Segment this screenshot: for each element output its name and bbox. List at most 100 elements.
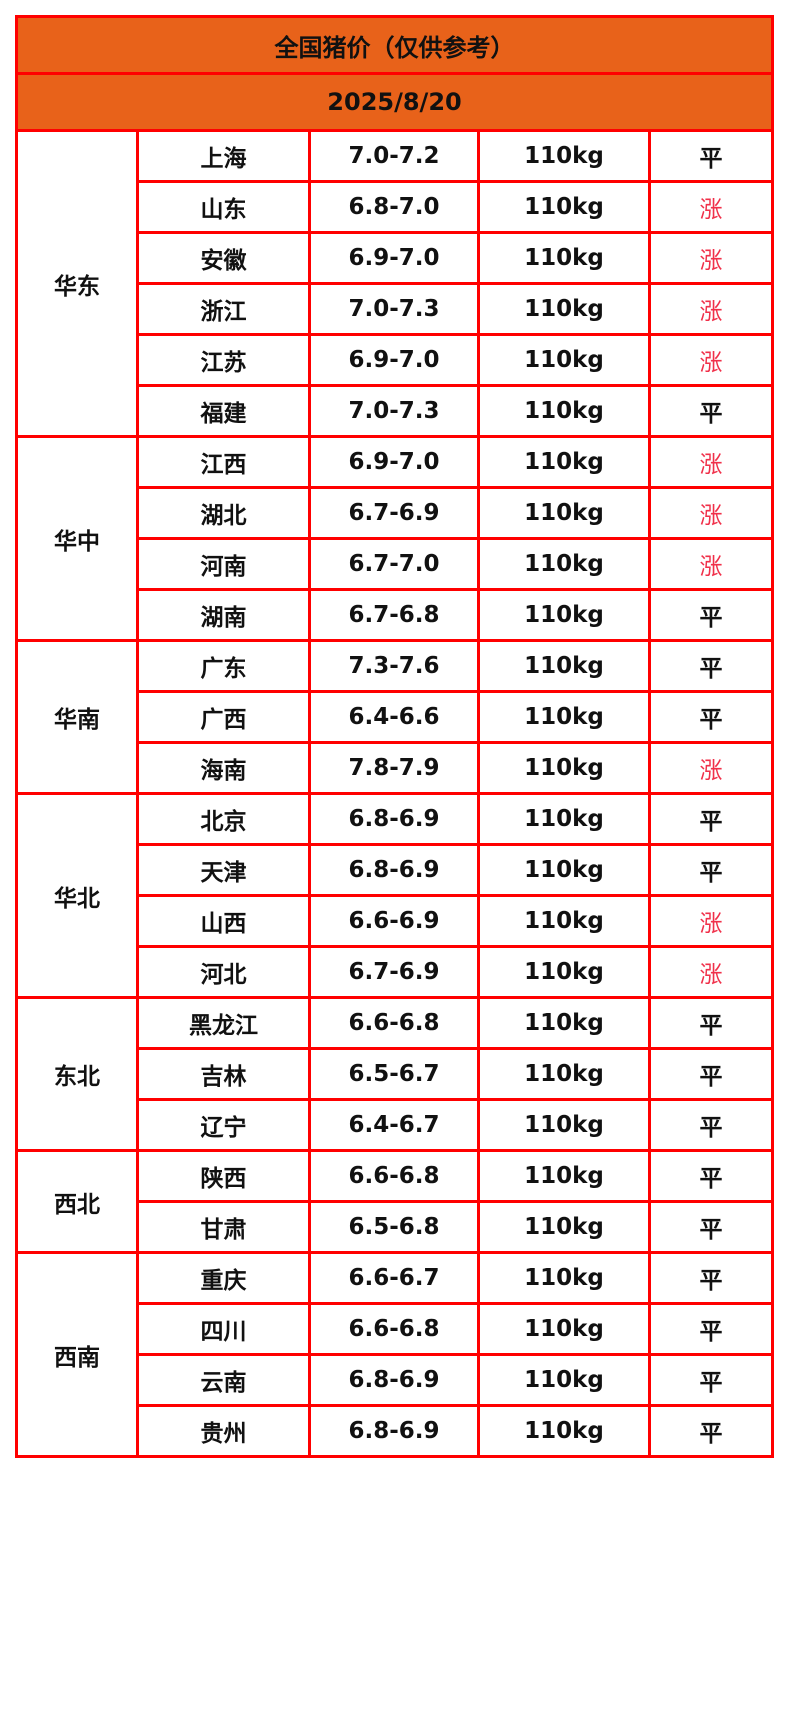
trend-cell: 平 <box>647 384 775 438</box>
price-cell: 7.3-7.6 <box>308 639 480 693</box>
trend-cell: 平 <box>647 1149 775 1203</box>
price-cell: 7.8-7.9 <box>308 741 480 795</box>
province-cell: 陕西 <box>136 1149 311 1203</box>
weight-cell: 110kg <box>477 1098 651 1152</box>
trend-cell: 平 <box>647 996 775 1050</box>
province-cell: 河南 <box>136 537 311 591</box>
weight-cell: 110kg <box>477 792 651 846</box>
weight-cell: 110kg <box>477 333 651 387</box>
price-cell: 6.8-6.9 <box>308 843 480 897</box>
table-row: 云南 6.8-6.9 110kg 平 <box>17 1353 775 1407</box>
weight-cell: 110kg <box>477 1302 651 1356</box>
trend-cell: 平 <box>647 843 775 897</box>
province-cell: 海南 <box>136 741 311 795</box>
trend-cell: 涨 <box>647 282 775 336</box>
province-cell: 重庆 <box>136 1251 311 1305</box>
province-cell: 湖北 <box>136 486 311 540</box>
region-cell: 华中 <box>15 435 139 642</box>
trend-cell: 平 <box>647 1353 775 1407</box>
table-row: 山东 6.8-7.0 110kg 涨 <box>17 180 775 234</box>
trend-cell: 平 <box>647 1251 775 1305</box>
trend-cell: 平 <box>647 792 775 846</box>
trend-cell: 平 <box>647 1047 775 1101</box>
weight-cell: 110kg <box>477 1353 651 1407</box>
price-cell: 7.0-7.3 <box>308 282 480 336</box>
price-cell: 6.8-6.9 <box>308 1353 480 1407</box>
province-cell: 四川 <box>136 1302 311 1356</box>
price-cell: 6.8-6.9 <box>308 792 480 846</box>
province-cell: 辽宁 <box>136 1098 311 1152</box>
weight-cell: 110kg <box>477 996 651 1050</box>
weight-cell: 110kg <box>477 282 651 336</box>
weight-cell: 110kg <box>477 639 651 693</box>
table-row: 湖北 6.7-6.9 110kg 涨 <box>17 486 775 540</box>
table-title: 全国猪价（仅供参考） <box>14 15 775 75</box>
weight-cell: 110kg <box>477 1149 651 1203</box>
table-row: 江苏 6.9-7.0 110kg 涨 <box>17 333 775 387</box>
pig-price-table: 全国猪价（仅供参考） 2025/8/20 华东 上海 7.0-7.2 110kg 平山东… <box>14 15 775 1458</box>
trend-cell: 涨 <box>647 741 775 795</box>
province-cell: 甘肃 <box>136 1200 311 1254</box>
price-cell: 6.8-6.9 <box>308 1404 480 1458</box>
price-cell: 6.7-6.9 <box>308 486 480 540</box>
price-cell: 6.6-6.9 <box>308 894 480 948</box>
price-cell: 6.9-7.0 <box>308 333 480 387</box>
table-row: 四川 6.6-6.8 110kg 平 <box>17 1302 775 1356</box>
table-row: 福建 7.0-7.3 110kg 平 <box>17 384 775 438</box>
weight-cell: 110kg <box>477 588 651 642</box>
region-cell: 东北 <box>15 996 139 1152</box>
region-cell: 华北 <box>15 792 139 999</box>
trend-cell: 平 <box>647 1404 775 1458</box>
trend-cell: 平 <box>647 1302 775 1356</box>
region-cell: 华南 <box>15 639 139 795</box>
weight-cell: 110kg <box>477 945 651 999</box>
table-row: 西南 重庆 6.6-6.7 110kg 平 <box>15 1251 775 1458</box>
table-row: 天津 6.8-6.9 110kg 平 <box>17 843 775 897</box>
table-row: 山西 6.6-6.9 110kg 涨 <box>17 894 775 948</box>
trend-cell: 涨 <box>647 435 775 489</box>
province-cell: 安徽 <box>136 231 311 285</box>
province-cell: 山东 <box>136 180 311 234</box>
province-cell: 江苏 <box>136 333 311 387</box>
weight-cell: 110kg <box>477 1200 651 1254</box>
table-row: 安徽 6.9-7.0 110kg 涨 <box>17 231 775 285</box>
price-cell: 7.0-7.2 <box>308 129 480 183</box>
table-row: 甘肃 6.5-6.8 110kg 平 <box>17 1200 775 1254</box>
weight-cell: 110kg <box>477 435 651 489</box>
province-cell: 黑龙江 <box>136 996 311 1050</box>
trend-cell: 涨 <box>647 333 775 387</box>
table-row: 河北 6.7-6.9 110kg 涨 <box>17 945 775 999</box>
trend-cell: 平 <box>647 639 775 693</box>
price-cell: 6.6-6.8 <box>308 1149 480 1203</box>
table-row: 华中 江西 6.9-7.0 110kg 涨 <box>15 435 775 642</box>
province-cell: 吉林 <box>136 1047 311 1101</box>
table-row: 浙江 7.0-7.3 110kg 涨 <box>17 282 775 336</box>
price-cell: 7.0-7.3 <box>308 384 480 438</box>
table-row: 辽宁 6.4-6.7 110kg 平 <box>17 1098 775 1152</box>
trend-cell: 涨 <box>647 894 775 948</box>
price-cell: 6.6-6.8 <box>308 1302 480 1356</box>
table-row: 广西 6.4-6.6 110kg 平 <box>17 690 775 744</box>
weight-cell: 110kg <box>477 129 651 183</box>
table-row: 海南 7.8-7.9 110kg 涨 <box>17 741 775 795</box>
price-cell: 6.5-6.8 <box>308 1200 480 1254</box>
weight-cell: 110kg <box>477 537 651 591</box>
province-cell: 河北 <box>136 945 311 999</box>
table-row: 河南 6.7-7.0 110kg 涨 <box>17 537 775 591</box>
province-cell: 贵州 <box>136 1404 311 1458</box>
price-cell: 6.7-7.0 <box>308 537 480 591</box>
price-cell: 6.4-6.7 <box>308 1098 480 1152</box>
region-cell: 西南 <box>15 1251 139 1458</box>
price-cell: 6.6-6.7 <box>308 1251 480 1305</box>
region-cell: 西北 <box>15 1149 139 1254</box>
table-row: 贵州 6.8-6.9 110kg 平 <box>17 1404 775 1458</box>
price-cell: 6.5-6.7 <box>308 1047 480 1101</box>
trend-cell: 平 <box>647 1098 775 1152</box>
weight-cell: 110kg <box>477 843 651 897</box>
weight-cell: 110kg <box>477 384 651 438</box>
price-cell: 6.8-7.0 <box>308 180 480 234</box>
province-cell: 北京 <box>136 792 311 846</box>
trend-cell: 涨 <box>647 945 775 999</box>
weight-cell: 110kg <box>477 180 651 234</box>
weight-cell: 110kg <box>477 1251 651 1305</box>
